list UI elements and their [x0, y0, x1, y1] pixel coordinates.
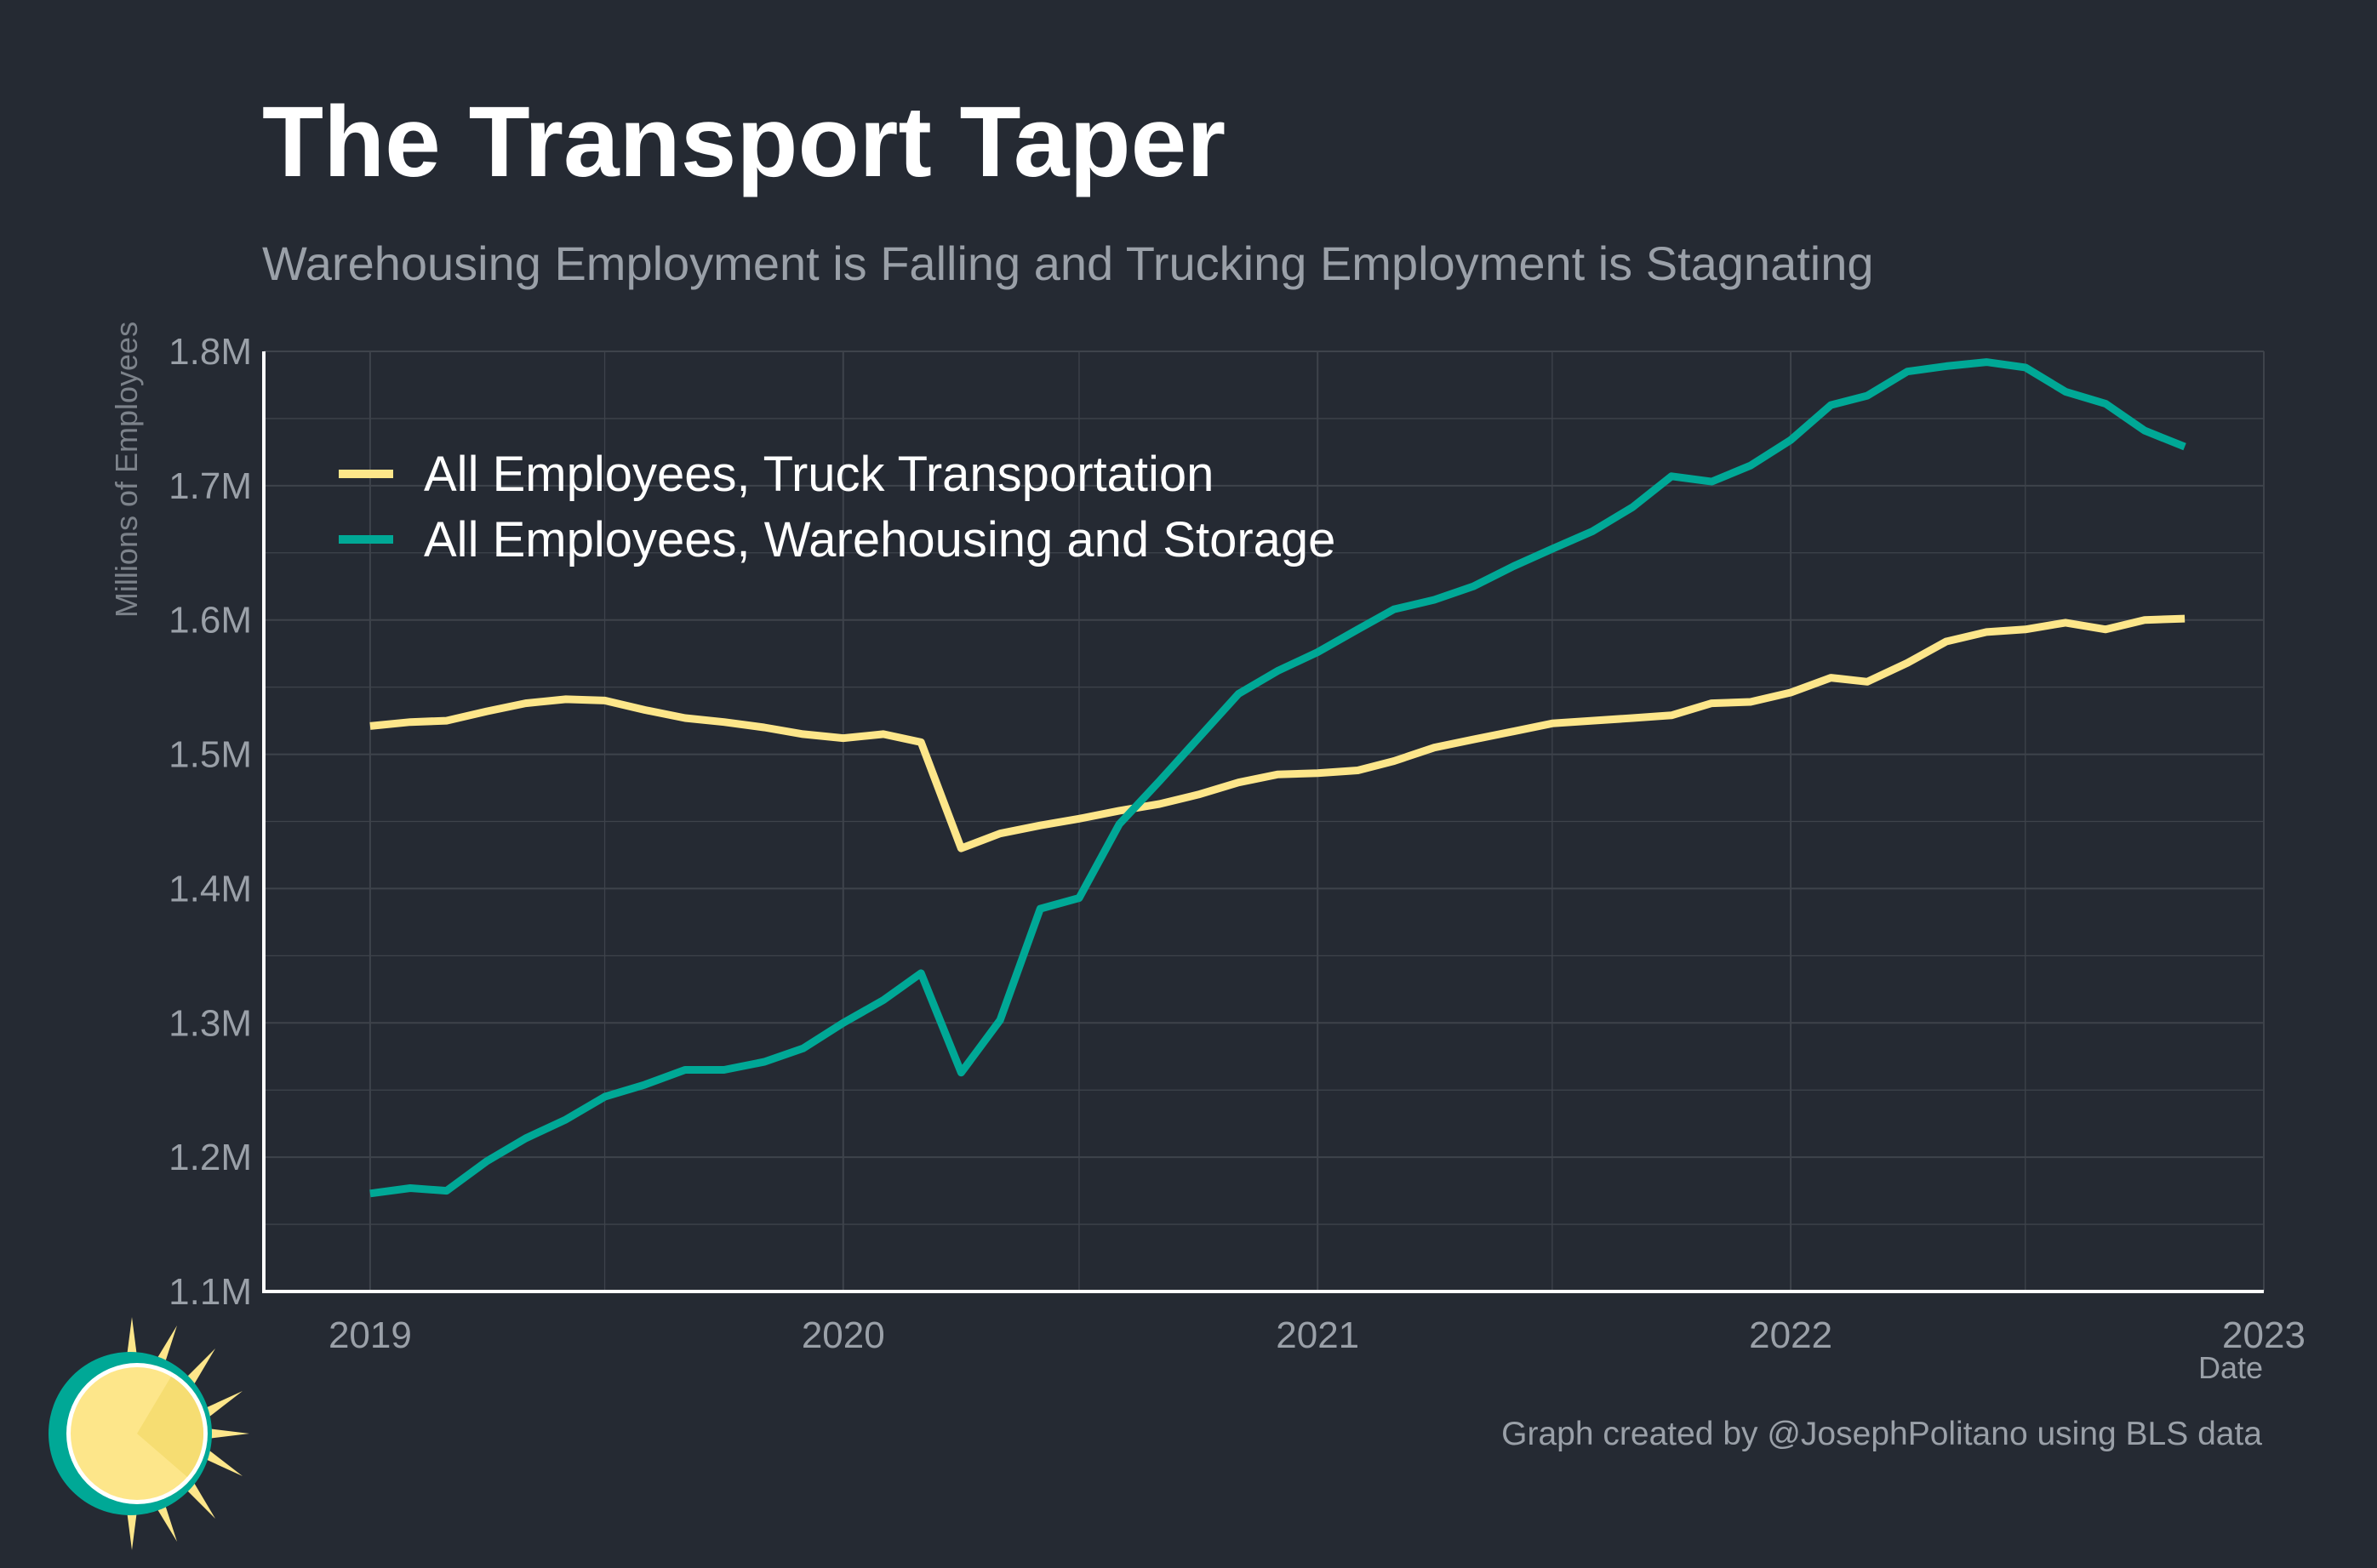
- series-lines: [369, 358, 2186, 1198]
- y-tick-label: 1.5M: [169, 734, 252, 776]
- y-axis-label: Millions of Employees: [109, 322, 144, 618]
- y-tick-label: 1.3M: [169, 1002, 252, 1044]
- x-tick-label: 2022: [1749, 1314, 1832, 1356]
- y-tick-label: 1.8M: [169, 331, 252, 373]
- x-tick-label: 2020: [802, 1314, 885, 1356]
- y-tick-label: 1.4M: [169, 868, 252, 909]
- x-tick-label: 2019: [329, 1314, 412, 1356]
- y-tick-label: 1.6M: [169, 600, 252, 641]
- chart-title: The Transport Taper: [262, 86, 1226, 198]
- source-caption: Graph created by @JosephPolitano using B…: [1501, 1416, 2262, 1452]
- sun-logo-icon: [49, 1317, 249, 1550]
- legend-label: All Employees, Truck Transportation: [424, 447, 1214, 502]
- truck-transportation-line: [369, 614, 2186, 852]
- legend-label: All Employees, Warehousing and Storage: [424, 512, 1335, 567]
- chart-subtitle: Warehousing Employment is Falling and Tr…: [262, 237, 1874, 290]
- x-tick-label: 2021: [1276, 1314, 1359, 1356]
- grid-lines: [264, 351, 2265, 1291]
- y-tick-label: 1.2M: [169, 1137, 252, 1178]
- x-tick-label: 2023: [2222, 1314, 2306, 1356]
- tick-labels: 1.1M 1.2M 1.3M 1.4M 1.5M 1.6M 1.7M 1.8M 2019 2020…: [169, 331, 2306, 1356]
- y-tick-label: 1.7M: [169, 465, 252, 507]
- y-tick-label: 1.1M: [169, 1271, 252, 1313]
- x-axis-label: Date: [2198, 1350, 2263, 1385]
- warehousing-storage-line: [369, 358, 2186, 1198]
- axes: [262, 351, 2264, 1293]
- legend: All Employees, Truck Transportation All E…: [339, 447, 1335, 567]
